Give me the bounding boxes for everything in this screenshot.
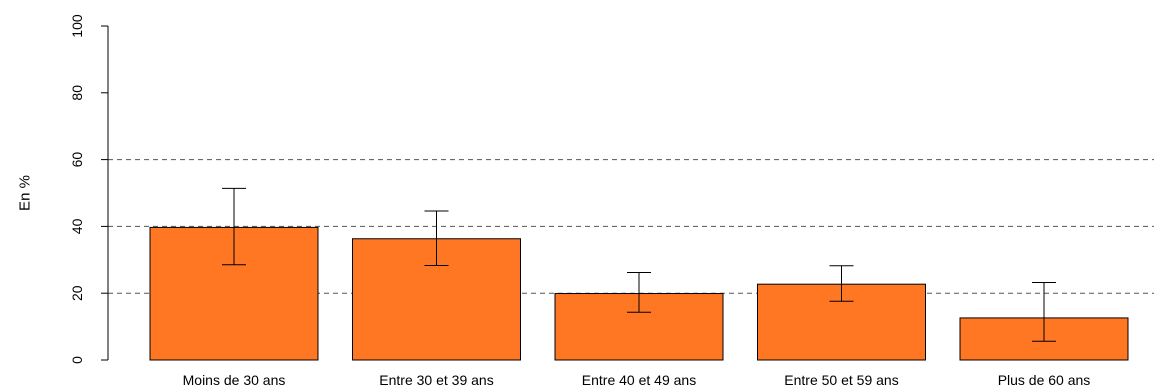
category-label-5: Plus de 60 ans bbox=[998, 372, 1091, 388]
category-label-1: Moins de 30 ans bbox=[183, 372, 286, 388]
y-tick-label: 0 bbox=[69, 356, 85, 364]
error-bar-1 bbox=[222, 187, 246, 266]
y-axis-title: En % bbox=[17, 175, 34, 211]
error-bars bbox=[222, 187, 1056, 342]
y-axis: 0 20 40 60 80 100 bbox=[69, 14, 109, 364]
x-axis-labels: Moins de 30 ans Entre 30 et 39 ans Entre 4… bbox=[183, 372, 1091, 388]
category-label-3: Entre 40 et 49 ans bbox=[582, 372, 696, 388]
y-tick-label: 80 bbox=[69, 85, 85, 101]
error-bar-2 bbox=[424, 210, 449, 266]
error-bar-4 bbox=[829, 265, 854, 302]
y-tick-label: 100 bbox=[69, 14, 85, 38]
y-tick-label: 20 bbox=[69, 285, 85, 301]
category-label-2: Entre 30 et 39 ans bbox=[379, 372, 493, 388]
error-bar-5 bbox=[1032, 282, 1056, 342]
category-label-4: Entre 50 et 59 ans bbox=[784, 372, 898, 388]
bars bbox=[149, 226, 1129, 361]
y-tick-label: 40 bbox=[69, 218, 85, 234]
y-tick-label: 60 bbox=[69, 152, 85, 168]
error-bar-3 bbox=[627, 271, 651, 313]
